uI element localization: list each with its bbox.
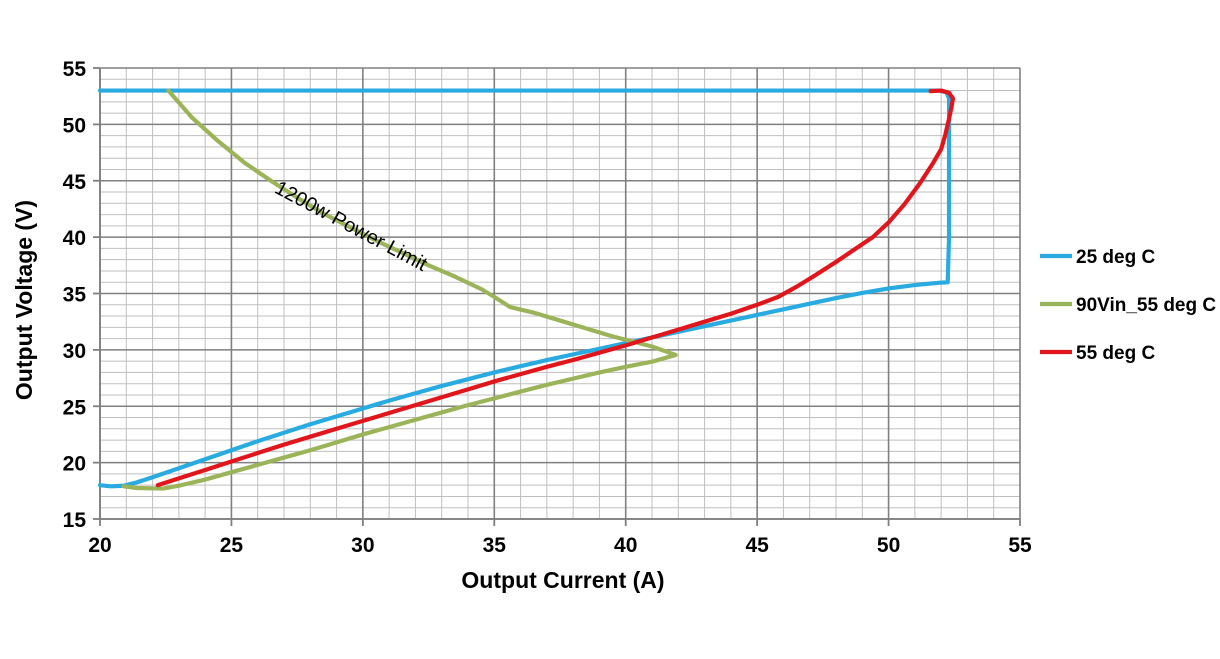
x-tick-label: 30 [351,534,374,557]
major-gridlines [99,67,1021,520]
y-axis-tick-labels: 15 20 25 30 35 40 45 50 55 [63,58,87,532]
x-tick-label: 25 [220,534,244,557]
y-tick-label: 40 [63,227,86,250]
x-tick-label: 20 [88,534,111,557]
legend-label-1: 25 deg C [1076,247,1155,268]
legend-label-2: 90Vin_55 deg C [1076,295,1216,316]
series-line-2 [121,88,678,491]
x-tick-label: 35 [483,534,507,557]
legend-label-3: 55 deg C [1076,343,1155,364]
y-tick-label: 30 [63,340,86,363]
y-tick-label: 15 [63,509,87,532]
y-tick-label: 35 [63,284,87,307]
chart-legend: 25 deg C 90Vin_55 deg C 55 deg C [1040,247,1216,364]
x-tick-label: 45 [745,534,769,557]
y-axis-title: Output Voltage (V) [11,200,37,400]
x-tick-label: 40 [614,534,637,557]
series-line-3 [155,88,956,488]
y-tick-label: 45 [63,171,87,194]
x-tick-label: 50 [877,534,900,557]
x-axis-tick-labels: 20 25 30 35 40 45 50 55 [88,534,1032,557]
y-tick-label: 50 [63,114,86,137]
data-series-group [97,88,956,491]
x-tick-label: 55 [1008,534,1032,557]
y-tick-label: 20 [63,453,86,476]
x-axis-title: Output Current (A) [461,567,664,593]
y-tick-label: 55 [63,58,87,81]
y-tick-label: 25 [63,396,87,419]
axis-tick-marks [93,67,1021,526]
